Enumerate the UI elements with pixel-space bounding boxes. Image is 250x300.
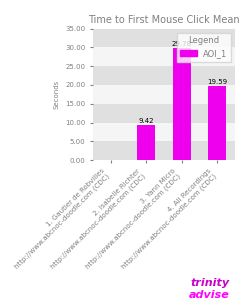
Bar	[93, 104, 235, 122]
Bar	[138, 125, 155, 160]
Legend: AOI_1: AOI_1	[176, 33, 231, 62]
Bar	[93, 66, 235, 85]
Y-axis label: Seconds: Seconds	[54, 80, 60, 109]
Bar	[93, 141, 235, 160]
Bar	[93, 28, 235, 47]
Title: Time to First Mouse Click Mean: Time to First Mouse Click Mean	[88, 15, 240, 25]
Bar	[208, 86, 226, 160]
Text: advise: advise	[189, 290, 230, 300]
Text: trinity: trinity	[191, 278, 230, 288]
Text: 19.59: 19.59	[207, 79, 227, 85]
Bar	[173, 48, 191, 160]
Text: 29.78: 29.78	[172, 41, 192, 47]
Text: 9.42: 9.42	[138, 118, 154, 124]
